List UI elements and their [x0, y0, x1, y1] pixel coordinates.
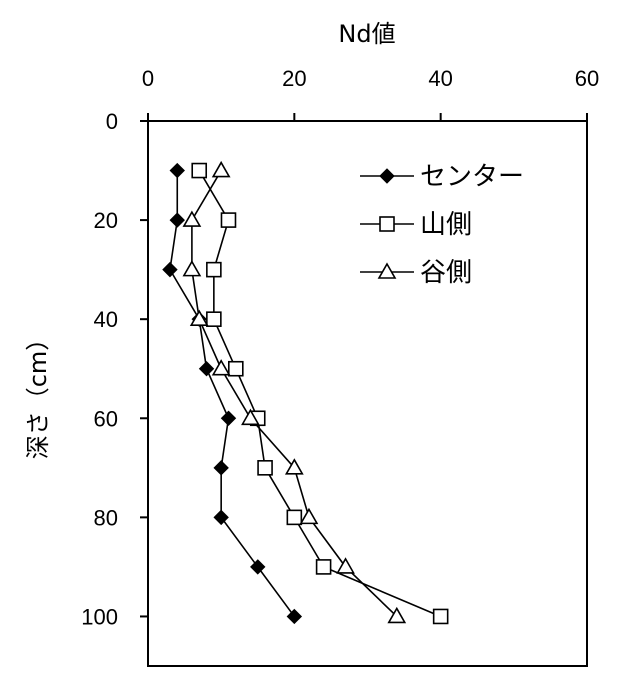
- data-point: [336, 557, 355, 574]
- series-line: [191, 170, 398, 618]
- data-point: [169, 162, 185, 179]
- y-tick-label: 0: [106, 109, 118, 134]
- data-point: [189, 309, 209, 326]
- data-point: [182, 260, 202, 277]
- x-tick-label: 40: [428, 66, 452, 91]
- x-tick-labels: 0 20 40 60: [142, 66, 599, 121]
- series-line: [198, 170, 441, 618]
- y-tick-label: 100: [81, 604, 118, 629]
- data-point: [206, 261, 222, 278]
- legend-item: 谷側: [360, 258, 472, 288]
- y-tick-label: 60: [94, 406, 118, 431]
- x-tick-label: 20: [282, 66, 306, 91]
- x-tick-label: 60: [575, 66, 599, 91]
- series-line: [169, 170, 295, 617]
- data-point: [286, 509, 303, 526]
- series-3: [182, 160, 407, 624]
- y-tick-label: 20: [94, 208, 118, 233]
- y-tick-labels: 0 20 40 60 80 100: [81, 109, 148, 629]
- series-layer: [162, 160, 449, 625]
- data-point: [182, 210, 202, 227]
- legend-label: 谷側: [420, 258, 472, 288]
- legend-marker: [379, 168, 395, 184]
- data-point: [228, 360, 244, 377]
- y-tick-label: 80: [94, 505, 118, 530]
- series-1: [162, 162, 303, 625]
- legend-item: 山側: [360, 210, 472, 240]
- series-2: [191, 162, 449, 625]
- x-axis-title: Nd値: [338, 20, 395, 48]
- data-point: [284, 458, 304, 475]
- plot-frame: [147, 120, 588, 667]
- data-point: [213, 460, 229, 476]
- data-point: [315, 559, 332, 575]
- data-point: [213, 509, 229, 526]
- data-point: [162, 261, 178, 278]
- data-point: [257, 460, 273, 476]
- data-point: [211, 160, 231, 178]
- data-point: [220, 410, 237, 426]
- y-axis-title: 深さ（cm）: [24, 327, 52, 460]
- y-tick-label: 40: [94, 307, 118, 332]
- data-point: [387, 606, 407, 624]
- legend-label: センター: [420, 162, 524, 192]
- data-point: [198, 361, 215, 377]
- data-point: [191, 162, 208, 179]
- data-point: [250, 559, 266, 575]
- data-point: [206, 311, 222, 327]
- data-point: [299, 507, 319, 525]
- legend-label: 山側: [420, 210, 472, 240]
- data-point: [169, 212, 185, 228]
- legend-marker: [377, 262, 397, 279]
- legend-item: センター: [360, 162, 524, 192]
- x-tick-label: 0: [142, 66, 154, 91]
- data-point: [286, 608, 303, 625]
- data-point: [432, 608, 449, 625]
- data-point: [211, 359, 231, 376]
- data-point: [220, 212, 237, 228]
- legend-marker: [379, 216, 395, 232]
- data-point: [241, 408, 260, 426]
